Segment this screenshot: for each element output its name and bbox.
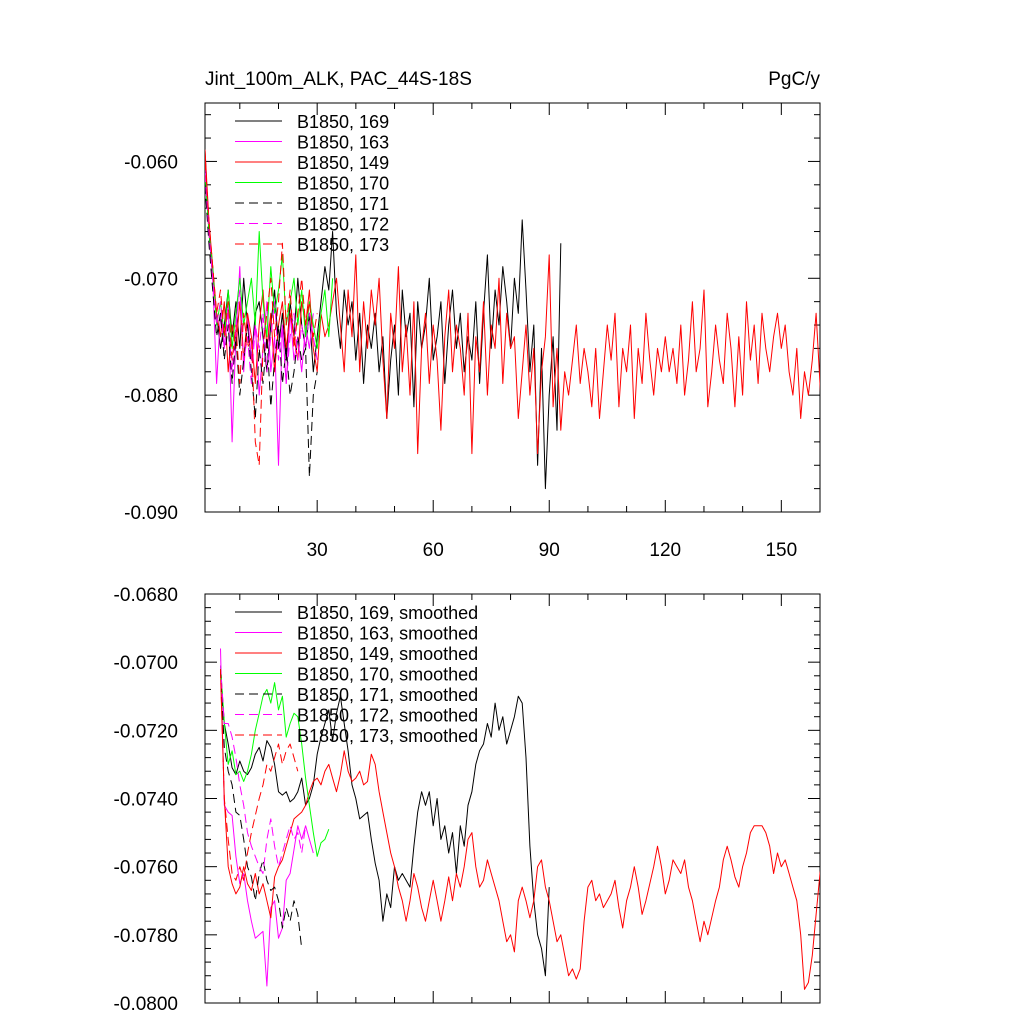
bottom-y-tick-label: -0.0740 <box>114 790 178 811</box>
bottom-series-line-5 <box>220 665 307 874</box>
top-series-group <box>205 149 820 490</box>
bottom-legend-label: B1850, 163, smoothed <box>297 624 478 644</box>
top-x-tick-label: 120 <box>649 540 681 561</box>
bottom-series-line-1 <box>220 648 314 987</box>
bottom-series-line-3 <box>220 665 330 857</box>
top-legend-label: B1850, 171 <box>297 194 389 214</box>
bottom-legend-label: B1850, 171, smoothed <box>297 685 478 705</box>
top-y-tick-label: -0.090 <box>124 503 178 524</box>
top-y-tick-label: -0.070 <box>124 269 178 290</box>
top-series-line-6 <box>205 161 318 466</box>
top-x-tick-label: 30 <box>307 540 328 561</box>
bottom-y-tick-label: -0.0720 <box>114 721 178 742</box>
top-x-tick-label: 150 <box>765 540 797 561</box>
bottom-series-line-2 <box>220 672 820 990</box>
top-y-tick-label: -0.060 <box>124 152 178 173</box>
top-legend-label: B1850, 172 <box>297 215 389 235</box>
top-chart-title: Jint_100m_ALK, PAC_44S-18S <box>205 69 472 90</box>
bottom-series-group <box>220 648 820 990</box>
top-x-tick-label: 60 <box>423 540 444 561</box>
bottom-legend-label: B1850, 173, smoothed <box>297 726 478 746</box>
top-series-line-0 <box>205 149 562 490</box>
top-chart-units: PgC/y <box>768 69 820 90</box>
top-plot-frame <box>204 102 821 513</box>
top-legend-label: B1850, 170 <box>297 174 389 194</box>
top-series-line-3 <box>205 173 334 349</box>
bottom-y-tick-label: -0.0680 <box>114 585 178 606</box>
bottom-series-line-6 <box>220 668 299 881</box>
top-series-line-5 <box>205 173 318 384</box>
bottom-chart-panel: -0.0680 -0.0700 -0.0720 -0.0740 -0.0760 -0.07… <box>114 585 821 1015</box>
bottom-y-tick-label: -0.0800 <box>114 994 178 1015</box>
top-legend-label: B1850, 173 <box>297 235 389 255</box>
bottom-y-tick-label: -0.0760 <box>114 858 178 879</box>
bottom-y-tick-label: -0.0780 <box>114 926 178 947</box>
top-series-line-4 <box>205 184 318 478</box>
top-legend-label: B1850, 169 <box>297 112 389 132</box>
bottom-y-tick-label: -0.0700 <box>114 653 178 674</box>
top-chart-panel: Jint_100m_ALK, PAC_44S-18S PgC/y 30 60 90 120… <box>124 69 821 561</box>
top-legend-label: B1850, 163 <box>297 133 389 153</box>
bottom-legend-label: B1850, 170, smoothed <box>297 665 478 685</box>
bottom-legend-label: B1850, 172, smoothed <box>297 706 478 726</box>
bottom-series-line-0 <box>220 668 550 977</box>
top-x-tick-label: 90 <box>539 540 560 561</box>
bottom-legend-label: B1850, 169, smoothed <box>297 603 478 623</box>
top-legend-label: B1850, 149 <box>297 153 389 173</box>
bottom-series-line-4 <box>220 668 303 949</box>
bottom-legend-label: B1850, 149, smoothed <box>297 644 478 664</box>
top-y-tick-label: -0.080 <box>124 386 178 407</box>
